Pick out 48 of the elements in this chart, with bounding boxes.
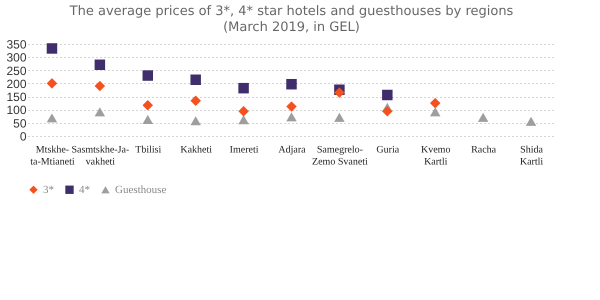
point bbox=[142, 114, 154, 124]
point bbox=[286, 78, 297, 90]
x-tick-label: Guria bbox=[376, 144, 400, 156]
x-tick-label: Adjara bbox=[278, 144, 306, 156]
point bbox=[46, 43, 58, 54]
legend-label: 3* bbox=[43, 184, 54, 196]
x-tick-label: Racha bbox=[471, 144, 497, 156]
point bbox=[190, 74, 201, 85]
point bbox=[190, 116, 201, 126]
x-tick-label: Kvemo Kartli bbox=[421, 144, 450, 168]
x-tick-label: Samegrelo- Zemo Svaneti bbox=[312, 144, 368, 168]
x-tick-label: Kakheti bbox=[180, 144, 212, 156]
y-tick-label: 50 bbox=[13, 116, 27, 130]
y-tick-label: 200 bbox=[6, 76, 27, 91]
point bbox=[286, 101, 297, 112]
point bbox=[46, 113, 58, 122]
point bbox=[430, 107, 440, 116]
chart-subtitle: (March 2019, in GEL) bbox=[223, 20, 360, 35]
point bbox=[238, 115, 249, 124]
y-tick-label: 100 bbox=[6, 103, 27, 118]
point bbox=[430, 98, 440, 108]
x-tick-label: Imereti bbox=[230, 144, 259, 156]
point bbox=[142, 70, 154, 81]
point bbox=[94, 107, 106, 116]
point bbox=[478, 112, 488, 122]
y-tick-label: 150 bbox=[6, 90, 27, 104]
point bbox=[94, 60, 106, 70]
point bbox=[286, 112, 297, 122]
point bbox=[382, 106, 393, 117]
y-tick-label: 350 bbox=[6, 38, 27, 52]
y-tick-label: 300 bbox=[6, 50, 27, 65]
legend-label: 4* bbox=[79, 184, 90, 196]
point bbox=[142, 100, 154, 110]
y-tick-label: 250 bbox=[6, 64, 27, 78]
point bbox=[190, 96, 201, 106]
point bbox=[334, 87, 345, 98]
point bbox=[334, 112, 345, 122]
chart-title: The average prices of 3*, 4* star hotels and guesthouses by regions bbox=[68, 4, 514, 19]
point bbox=[238, 106, 249, 117]
point bbox=[526, 116, 536, 126]
x-tick-label: Tbilisi bbox=[135, 144, 162, 156]
point bbox=[238, 82, 249, 94]
point bbox=[94, 80, 106, 92]
point bbox=[46, 78, 58, 89]
legend-label: Guesthouse bbox=[115, 184, 166, 196]
y-tick-label: 0 bbox=[20, 130, 27, 144]
x-tick-label: Shida Kartli bbox=[520, 144, 544, 168]
point bbox=[382, 90, 393, 100]
